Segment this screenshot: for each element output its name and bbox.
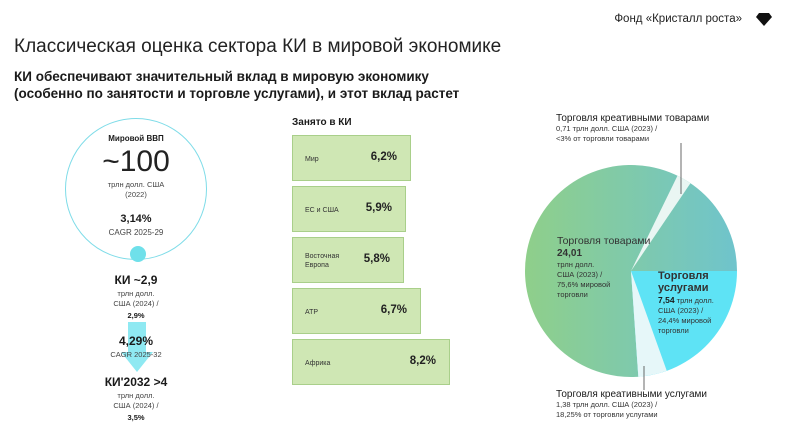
pie-slice-creative-goods: [631, 175, 691, 271]
services-trade-note-1: трлн долл.: [676, 296, 714, 305]
ci-value: КИ ~2,9: [114, 273, 158, 287]
services-trade-note-3: 24,4% мировой: [658, 316, 712, 325]
creative-services-title: Торговля креативными услугами: [556, 389, 707, 400]
page-subtitle: КИ обеспечивают значительный вклад в мир…: [14, 68, 459, 102]
ci-unit-2: США (2024) /: [113, 299, 159, 308]
employment-bar-category: Мир: [305, 156, 319, 163]
goods-trade-note-3: 75,6% мировой: [557, 280, 611, 289]
employment-bar: Африка 8,2%: [292, 339, 450, 385]
growth-arrow-icon: [121, 322, 153, 372]
employment-bar-category: ЕС и США: [305, 207, 339, 214]
employment-chart-title: Занято в КИ: [292, 117, 352, 128]
goods-trade-note-1: трлн долл.: [557, 260, 595, 269]
ci-unit: трлн долл.: [117, 289, 155, 298]
employment-bar-value: 6,2%: [370, 151, 397, 163]
subtitle-line-1: КИ обеспечивают значительный вклад в мир…: [14, 69, 429, 84]
ci-cagr: 4,29%: [118, 334, 154, 348]
creative-services-text: 1,38 трлн долл. США (2023) /: [556, 400, 658, 409]
employment-bar-category: Восточная Европа: [305, 253, 340, 269]
ring-knob: [130, 246, 146, 262]
ci-share: 2,9%: [127, 311, 145, 320]
subtitle-line-2: (особенно по занятости и торговле услуга…: [14, 86, 460, 101]
pie-slice-goods-trade: [525, 165, 737, 377]
creative-services-annotation: Торговля креативными услугами 1,38 трлн …: [556, 390, 707, 420]
employment-bar-value: 8,2%: [409, 355, 436, 367]
employment-bar-value: 6,7%: [380, 304, 407, 316]
gdp-cagr-label: CAGR 2025-29: [108, 228, 164, 237]
creative-goods-title: Торговля креативными товарами: [556, 113, 710, 124]
employment-bar: ЕС и США 5,9%: [292, 186, 406, 232]
services-trade-title-1: Торговля: [658, 270, 709, 282]
services-trade-title-2: услугами: [658, 282, 709, 294]
ci-cagr-label: CAGR 2025-32: [110, 350, 162, 359]
pie-slice-creative-services: [631, 271, 667, 377]
services-trade-amount: 7,54: [658, 295, 675, 305]
employment-bar-value: 5,8%: [363, 253, 390, 265]
gdp-cagr: 3,14%: [120, 213, 152, 225]
ci-forecast-unit: трлн долл.: [117, 391, 155, 400]
gdp-unit: трлн долл. США: [107, 180, 165, 189]
page-title: Классическая оценка сектора КИ в мировой…: [14, 36, 502, 57]
gdp-label: Мировой ВВП: [108, 134, 164, 143]
goods-trade-note-4: торговли: [557, 290, 588, 299]
trade-pie-chart: [525, 165, 737, 377]
employment-bar: Мир 6,2%: [292, 135, 411, 181]
services-trade-label: Торговля услугами 7,54 трлн долл. США (2…: [658, 270, 714, 336]
brand-name: Фонд «Кристалл роста»: [614, 13, 742, 25]
ci-forecast-unit-2: США (2024) /: [113, 401, 159, 410]
employment-bar-value: 5,9%: [365, 202, 392, 214]
pie-leader-lines: [643, 143, 682, 390]
gdp-year: (2022): [125, 190, 147, 199]
diamond-icon: [756, 13, 772, 26]
gdp-value: ~100: [102, 145, 170, 178]
services-trade-note-4: торговли: [658, 326, 689, 335]
employment-bar: Восточная Европа 5,8%: [292, 237, 404, 283]
goods-trade-note-2: США (2023) /: [557, 270, 603, 279]
employment-bar-category: Африка: [305, 360, 331, 367]
goods-trade-amount: 24,01: [557, 248, 583, 259]
goods-trade-title: Торговля товарами: [557, 235, 651, 247]
ci-forecast: КИ'2032 >4: [104, 375, 168, 389]
creative-goods-text: 0,71 трлн долл. США (2023) /: [556, 124, 658, 133]
goods-trade-label: Торговля товарами 24,01 трлн долл. США (…: [557, 235, 650, 300]
creative-goods-text-2: <3% от торговли товарами: [556, 134, 650, 143]
creative-services-text-2: 18,25% от торговли услугами: [556, 410, 658, 419]
services-trade-note-2: США (2023) /: [658, 306, 704, 315]
employment-bar: АТР 6,7%: [292, 288, 421, 334]
employment-bar-category: АТР: [305, 309, 319, 316]
ci-forecast-share: 3,5%: [127, 413, 145, 422]
creative-goods-annotation: Торговля креативными товарами 0,71 трлн …: [556, 114, 709, 144]
